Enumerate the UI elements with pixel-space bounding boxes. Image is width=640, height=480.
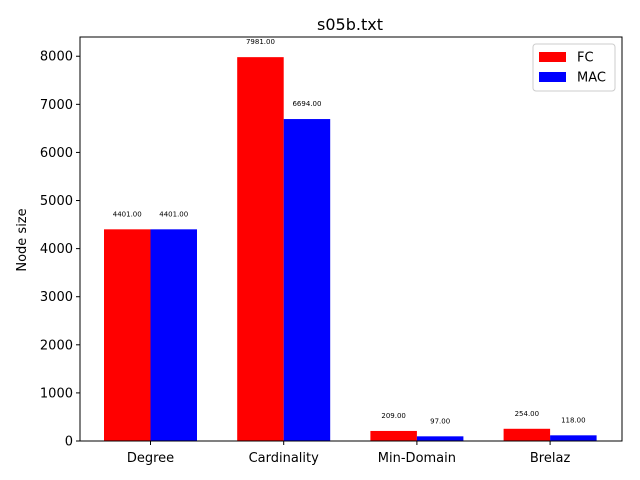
data-label-fc-cardinality: 7981.00 — [246, 38, 275, 46]
y-tick-label: 0 — [65, 435, 73, 450]
bar-fc-brelaz — [503, 428, 551, 441]
y-tick-label: 8000 — [40, 50, 73, 65]
x-axis: Degree Cardinality Min-Domain Brelaz — [127, 441, 571, 466]
data-label-fc-brelaz: 254.00 — [515, 410, 540, 418]
legend-swatch-fc — [539, 52, 566, 62]
y-tick-label: 1000 — [40, 386, 73, 401]
legend-label-mac: MAC — [577, 71, 606, 86]
y-tick-label: 3000 — [40, 290, 73, 305]
y-tick-label: 7000 — [40, 98, 73, 113]
bar-mac-brelaz — [550, 435, 597, 441]
x-tick-label: Degree — [127, 451, 174, 466]
bar-fc-min-domain — [370, 430, 417, 441]
bars-group: 4401.00 7981.00 209.00 254.00 4401.00 6694.00… — [104, 38, 597, 441]
bar-mac-degree — [150, 229, 197, 441]
legend-swatch-mac — [539, 72, 566, 82]
y-tick-label: 4000 — [40, 242, 73, 257]
x-tick-label: Min-Domain — [378, 451, 456, 466]
data-label-fc-degree: 4401.00 — [113, 210, 142, 218]
bar-mac-cardinality — [283, 119, 331, 441]
legend-label-fc: FC — [577, 51, 594, 66]
y-tick-label: 5000 — [40, 194, 73, 209]
y-axis-label: Node size — [15, 208, 30, 271]
axes-frame — [79, 36, 623, 442]
data-label-mac-min-domain: 97.00 — [430, 417, 450, 425]
x-tick-label: Brelaz — [530, 451, 571, 466]
y-tick-label: 6000 — [40, 146, 73, 161]
data-label-mac-brelaz: 118.00 — [561, 416, 586, 424]
bar-fc-degree — [104, 229, 151, 441]
bar-fc-cardinality — [237, 57, 284, 441]
data-label-mac-cardinality: 6694.00 — [292, 100, 321, 108]
data-label-fc-min-domain: 209.00 — [381, 412, 406, 420]
data-label-mac-degree: 4401.00 — [159, 210, 188, 218]
x-tick-label: Cardinality — [249, 451, 320, 466]
y-tick-label: 2000 — [40, 338, 73, 353]
legend: FC MAC — [532, 43, 616, 92]
bar-mac-min-domain — [416, 436, 464, 441]
chart-title: s05b.txt — [317, 15, 383, 34]
y-axis: 0 1000 2000 3000 4000 5000 6000 7000 8000 — [40, 50, 80, 450]
